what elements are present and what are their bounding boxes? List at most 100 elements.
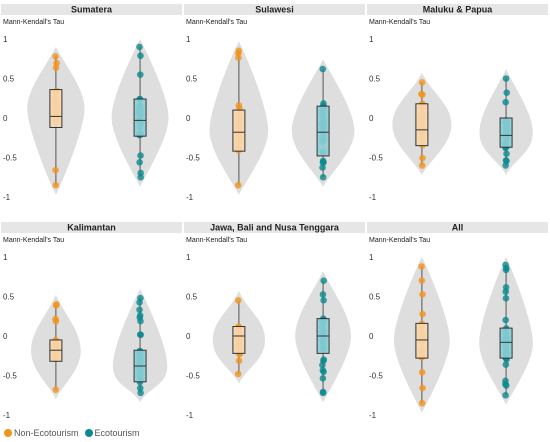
data-point-ecotourism [319, 367, 327, 374]
data-point-non-ecotourism [53, 59, 60, 67]
y-tick-label: 0 [3, 114, 8, 123]
y-tick-label: -0.5 [186, 372, 200, 381]
y-axis-label: Mann-Kendall's Tau [3, 237, 64, 244]
panel-title-bar [367, 4, 548, 15]
y-axis-label: Mann-Kendall's Tau [369, 237, 430, 244]
legend-item-ecotourism: Ecotourism [84, 428, 140, 438]
y-tick-label: -1 [3, 193, 11, 202]
data-point-non-ecotourism [52, 181, 60, 189]
data-point-non-ecotourism [419, 154, 426, 162]
data-point-non-ecotourism [234, 370, 242, 378]
legend-label-ecotourism: Ecotourism [94, 428, 140, 438]
data-point-non-ecotourism [419, 384, 426, 392]
data-point-ecotourism [319, 375, 327, 382]
y-tick-label: 1 [186, 253, 191, 262]
data-point-ecotourism [136, 71, 144, 78]
data-point-ecotourism [319, 164, 326, 171]
y-axis-label: Mann-Kendall's Tau [369, 19, 430, 26]
data-point-non-ecotourism [52, 166, 59, 174]
panel-title-bar [184, 222, 365, 233]
data-point-ecotourism [502, 361, 510, 368]
data-point-ecotourism [136, 299, 143, 306]
box-ecotourism [133, 98, 147, 137]
y-tick-label: 0 [369, 332, 374, 341]
data-point-non-ecotourism [418, 162, 426, 169]
y-tick-label: -0.5 [3, 154, 17, 163]
data-point-ecotourism [137, 169, 144, 177]
data-point-non-ecotourism [418, 79, 426, 86]
data-point-ecotourism [502, 316, 509, 324]
panel-sumatera: Sumatera Mann-Kendall's Tau 1 0.5 0 -0.5 -1 [1, 4, 182, 202]
panel-jawa-bali-and-nusa-tenggara: Jawa, Bali and Nusa Tenggara Mann-Kendall… [184, 222, 365, 420]
data-point-ecotourism [137, 52, 144, 60]
y-tick-label: -1 [186, 411, 194, 420]
y-tick-label: 1 [186, 35, 191, 44]
data-point-non-ecotourism [418, 369, 426, 376]
data-point-ecotourism [319, 388, 327, 396]
box-non-ecotourism [232, 326, 246, 354]
data-point-ecotourism [319, 159, 327, 166]
data-point-ecotourism [137, 152, 144, 159]
panel-title: Sumatera [71, 5, 113, 15]
data-point-ecotourism [502, 377, 509, 385]
legend-swatch-non-ecotourism [4, 429, 12, 437]
y-tick-label: -1 [186, 193, 194, 202]
panel-title: Jawa, Bali and Nusa Tenggara [210, 223, 340, 233]
data-point-ecotourism [136, 384, 144, 392]
data-point-non-ecotourism [52, 315, 59, 323]
data-point-non-ecotourism [52, 53, 59, 60]
y-tick-label: 1 [369, 253, 374, 262]
data-point-non-ecotourism [418, 90, 425, 98]
box-ecotourism [316, 105, 330, 157]
data-point-ecotourism [136, 159, 143, 166]
data-point-ecotourism [502, 391, 509, 399]
data-point-ecotourism [502, 284, 510, 291]
data-point-ecotourism [319, 173, 327, 181]
box-ecotourism [499, 327, 513, 359]
box-ecotourism [499, 117, 513, 148]
data-point-ecotourism [502, 294, 510, 302]
data-point-ecotourism [503, 89, 511, 96]
data-point-ecotourism [136, 43, 143, 51]
data-point-non-ecotourism [235, 357, 243, 365]
y-tick-label: 0.5 [369, 75, 381, 84]
y-tick-label: 0 [186, 114, 191, 123]
data-point-ecotourism [503, 150, 510, 158]
panel-title: Kalimantan [67, 223, 116, 233]
data-point-ecotourism [320, 277, 327, 284]
panel-title-bar [367, 222, 548, 233]
panel-title-bar [1, 222, 182, 233]
data-point-non-ecotourism [52, 386, 59, 394]
panel-sulawesi: Sulawesi Mann-Kendall's Tau 1 0.5 0 -0.5 -1 [184, 4, 365, 202]
data-point-ecotourism [136, 314, 144, 321]
legend-item-non-ecotourism: Non-Ecotourism [4, 428, 79, 438]
panel-title: All [452, 223, 464, 233]
y-axis-label: Mann-Kendall's Tau [3, 19, 64, 26]
data-point-non-ecotourism [235, 54, 242, 61]
data-point-ecotourism [319, 361, 326, 369]
data-point-ecotourism [319, 291, 327, 298]
panel-title-bar [1, 4, 182, 15]
data-point-non-ecotourism [419, 310, 426, 318]
data-point-ecotourism [137, 389, 144, 397]
y-tick-label: -0.5 [369, 372, 383, 381]
data-point-ecotourism [319, 65, 327, 73]
y-tick-label: 1 [3, 35, 8, 44]
panel-all: All Mann-Kendall's Tau 1 0.5 0 -0.5 -1 [367, 222, 548, 420]
y-tick-label: 0.5 [186, 75, 198, 84]
legend-label-non-ecotourism: Non-Ecotourism [14, 428, 79, 438]
y-tick-label: -1 [3, 411, 11, 420]
data-point-non-ecotourism [234, 181, 242, 189]
panel-title: Sulawesi [255, 5, 294, 15]
y-tick-label: 0.5 [3, 293, 15, 302]
y-tick-label: 1 [369, 35, 374, 44]
y-tick-label: 0.5 [186, 293, 198, 302]
box-non-ecotourism [415, 103, 429, 147]
data-point-non-ecotourism [52, 302, 60, 309]
y-axis-label: Mann-Kendall's Tau [186, 19, 247, 26]
legend: Non-Ecotourism Ecotourism [4, 426, 146, 440]
data-point-ecotourism [137, 331, 144, 339]
legend-swatch-ecotourism [84, 429, 93, 437]
